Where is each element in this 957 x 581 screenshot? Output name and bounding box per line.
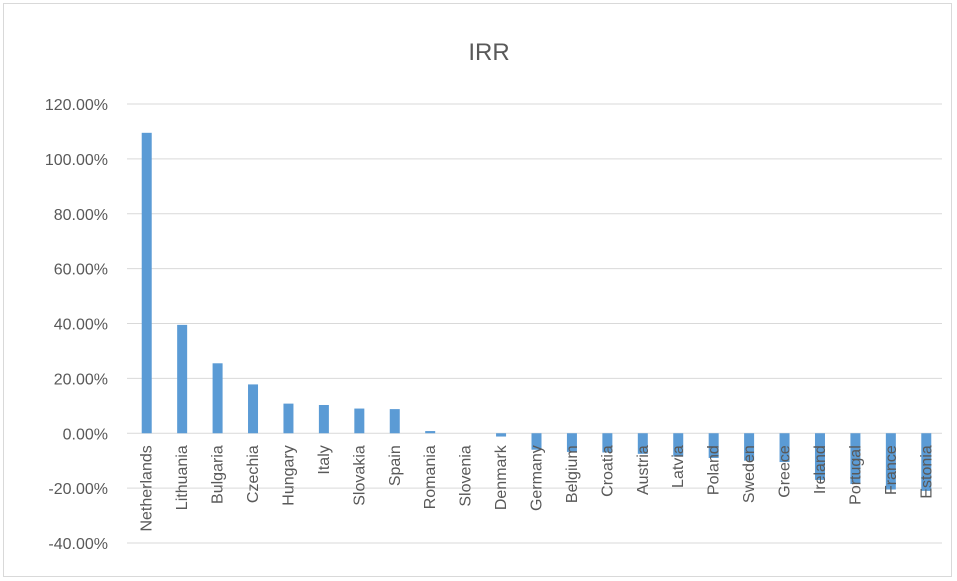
chart-title: IRR	[468, 39, 509, 66]
bar-austria	[637, 433, 648, 454]
category-label: Spain	[387, 445, 404, 486]
bars	[141, 132, 932, 491]
chart-frame	[3, 3, 952, 577]
y-tick-label: -20.00%	[48, 481, 108, 498]
bar-romania	[425, 431, 436, 434]
y-tick-label: 0.00%	[63, 426, 108, 443]
category-label: Estonia	[918, 445, 935, 498]
y-tick-label: 60.00%	[54, 262, 108, 279]
category-label: Belgium	[564, 445, 581, 503]
bar-slovakia	[354, 408, 365, 434]
y-tick-label: 20.00%	[54, 371, 108, 388]
x-axis-category-labels: Netherlands Lithuania Bulgaria Czechia Hunga…	[139, 444, 936, 531]
y-tick-label: 100.00%	[45, 152, 108, 169]
bar-netherlands	[141, 132, 152, 434]
bar-croatia	[602, 433, 613, 453]
y-tick-label: -40.00%	[48, 536, 108, 553]
bar-france	[885, 433, 896, 490]
bar-ireland	[814, 433, 825, 480]
category-label: Portugal	[847, 445, 864, 505]
bar-denmark	[496, 433, 507, 437]
category-label: Czechia	[245, 445, 262, 503]
bar-portugal	[850, 433, 861, 485]
y-tick-label: 40.00%	[54, 317, 108, 334]
bar-germany	[531, 433, 542, 450]
category-label: Poland	[706, 445, 723, 495]
bar-bulgaria	[212, 363, 223, 434]
bar-italy	[318, 404, 329, 434]
category-label: Romania	[422, 445, 439, 509]
category-label: Greece	[777, 445, 794, 498]
category-label: Hungary	[280, 445, 297, 505]
category-label: Italy	[316, 445, 333, 474]
gridlines	[127, 103, 942, 544]
category-label: Sweden	[741, 445, 758, 503]
y-tick-label: 120.00%	[45, 97, 108, 114]
bar-sweden	[744, 433, 755, 461]
bar-hungary	[283, 403, 294, 434]
category-label: Latvia	[670, 445, 687, 488]
category-label: France	[883, 445, 900, 495]
bar-latvia	[673, 433, 684, 457]
category-label: Bulgaria	[210, 445, 227, 504]
bar-estonia	[921, 433, 932, 491]
category-label: Slovakia	[351, 445, 368, 506]
category-label: Denmark	[493, 444, 510, 510]
category-label: Slovenia	[458, 445, 475, 506]
bar-belgium	[566, 433, 577, 452]
category-label: Lithuania	[174, 445, 191, 510]
category-label: Germany	[529, 445, 546, 511]
bar-czechia	[248, 384, 259, 434]
category-label: Croatia	[599, 445, 616, 497]
y-axis-tick-labels: -40.00% -20.00% 0.00% 20.00% 40.00% 60.00% 80.…	[45, 97, 108, 553]
category-label: Austria	[635, 445, 652, 495]
y-tick-label: 80.00%	[54, 207, 108, 224]
bar-poland	[708, 433, 719, 458]
bar-lithuania	[177, 324, 188, 434]
bar-greece	[779, 433, 790, 463]
bar-spain	[389, 409, 400, 434]
category-label: Netherlands	[139, 445, 156, 531]
category-label: Ireland	[812, 445, 829, 494]
